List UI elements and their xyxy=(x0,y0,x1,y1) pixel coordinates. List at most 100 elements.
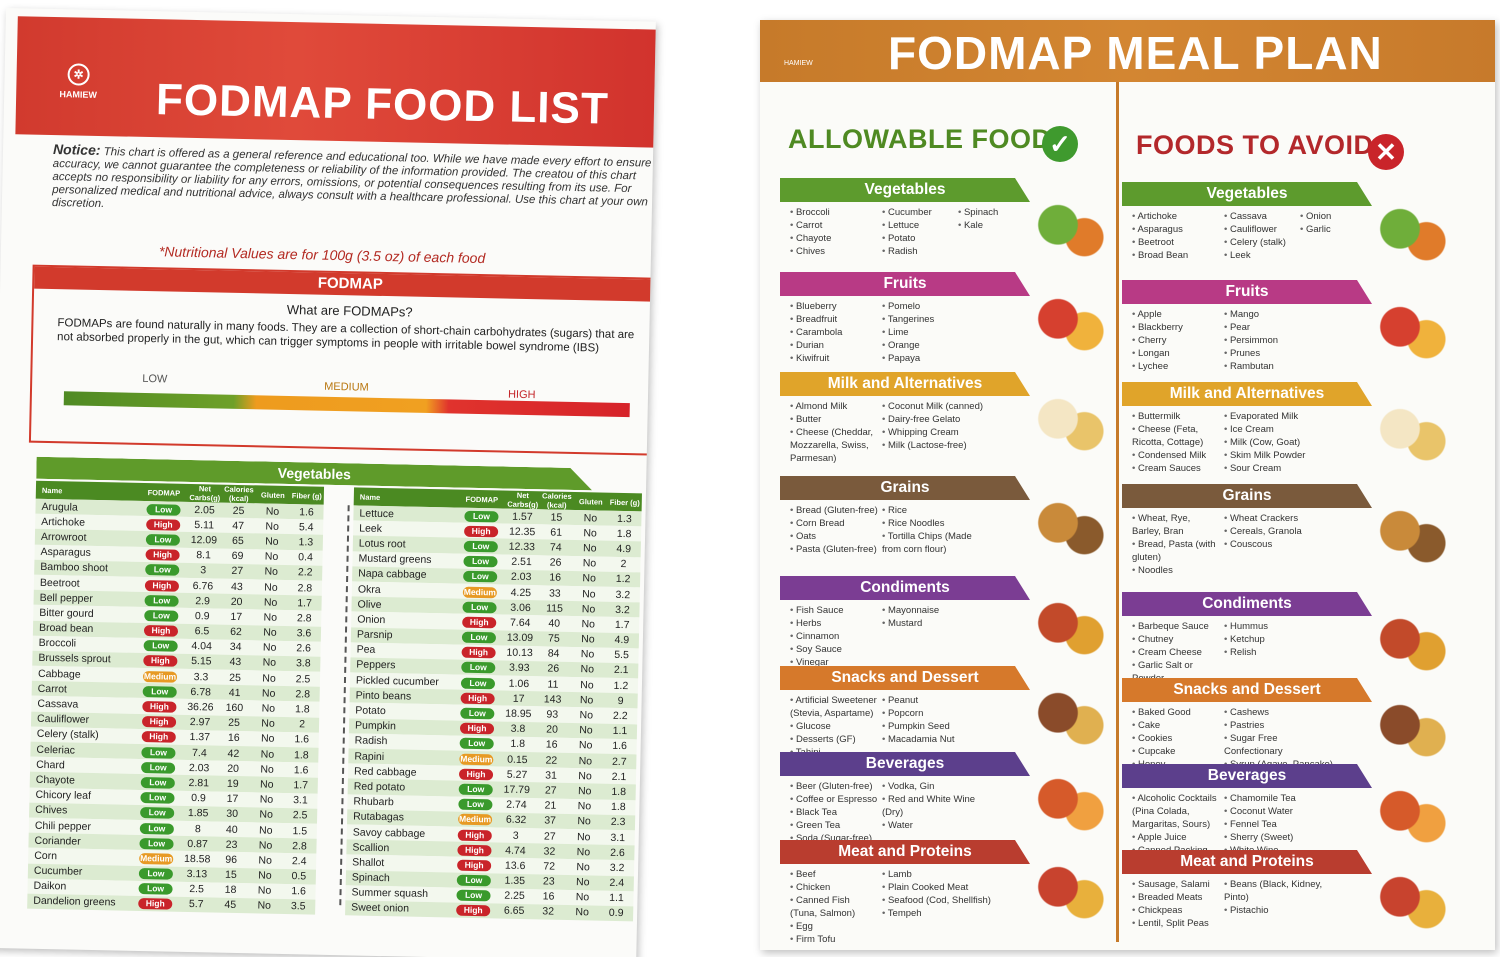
table-cell: 2.8 xyxy=(292,839,307,853)
fodmap-badge: High xyxy=(462,616,497,629)
table-cell: 4.9 xyxy=(614,633,630,647)
food-item: Mango xyxy=(1224,308,1334,321)
fodmap-badge: Low xyxy=(139,837,174,850)
food-item: Leek xyxy=(1224,249,1334,262)
foods-to-avoid-title: FOODS TO AVOID xyxy=(1136,130,1374,160)
table-cell: Rapini xyxy=(354,750,385,763)
table-cell: 3.13 xyxy=(186,868,208,881)
table-cell: No xyxy=(578,739,593,752)
table-cell: Scallion xyxy=(352,841,390,854)
table-cell: No xyxy=(575,891,590,904)
fodmap-badge: Low xyxy=(141,761,176,774)
table-cell: No xyxy=(260,763,274,776)
food-item: Garlic xyxy=(1300,223,1410,236)
table-cell: 3 xyxy=(200,564,207,577)
table-cell: Chard xyxy=(36,758,65,772)
table-cell: 1.35 xyxy=(504,874,526,888)
fodmap-badge: Low xyxy=(460,677,496,690)
fodmap-cell: Low xyxy=(137,609,185,622)
table-cell: No xyxy=(579,694,594,707)
column-header: Name xyxy=(359,492,381,502)
table-cell: 12.33 xyxy=(508,540,536,554)
food-item: Corn Bread xyxy=(790,517,878,530)
fodmap-cell: Low xyxy=(132,837,180,850)
table-cell: 5.4 xyxy=(298,521,314,534)
table-cell: Daikon xyxy=(33,880,67,893)
section-header-meat-and-proteins: Meat and Proteins xyxy=(780,840,1030,864)
table-cell: 75 xyxy=(547,632,560,645)
table-cell: No xyxy=(261,702,276,715)
fodmap-badge: Low xyxy=(463,571,498,583)
fodmap-cell: High xyxy=(136,654,184,668)
table-cell: No xyxy=(263,596,278,609)
fodmap-badge: Low xyxy=(140,776,175,789)
fodmap-badge: Low xyxy=(138,883,173,895)
section-header-grains: Grains xyxy=(1122,484,1372,508)
x-icon: ✕ xyxy=(1368,134,1404,170)
food-item: Celery (stalk) xyxy=(1224,236,1334,249)
food-item: Black Tea xyxy=(790,806,878,819)
table-cell: Corn xyxy=(34,849,58,863)
table-cell: Pinto beans xyxy=(355,689,412,703)
food-item: Lentil, Split Peas xyxy=(1132,917,1220,930)
food-item: Ketchup xyxy=(1224,633,1334,646)
table-cell: 4.74 xyxy=(505,844,526,857)
fodmap-cell: Low xyxy=(136,685,184,698)
food-item: Couscous xyxy=(1224,538,1334,551)
food-item: Persimmon xyxy=(1224,334,1334,347)
table-cell: No xyxy=(265,535,279,548)
fodmap-badge: Low xyxy=(461,662,496,674)
food-item: Apple Juice xyxy=(1132,831,1220,844)
food-illustration xyxy=(1030,774,1110,836)
food-illustration xyxy=(1372,404,1452,466)
table-cell: No xyxy=(581,618,596,631)
table-cell: No xyxy=(260,748,275,761)
section-header-beverages: Beverages xyxy=(780,752,1030,776)
table-cell: No xyxy=(581,602,596,616)
allowable-food-title: ALLOWABLE FOOD xyxy=(788,124,1052,154)
fodmap-badge: High xyxy=(144,579,180,592)
table-cell: No xyxy=(578,754,593,768)
food-item: Rice xyxy=(882,504,992,517)
meal-plan-brand: HAMIEW xyxy=(784,60,813,67)
fodmap-cell: Low xyxy=(449,889,497,902)
food-item: Tempeh xyxy=(882,907,992,920)
food-item: Red and White Wine (Dry) xyxy=(882,793,992,819)
table-cell: 16 xyxy=(227,732,240,745)
table-cell: 3.06 xyxy=(510,601,531,614)
table-cell: Celery (stalk) xyxy=(36,728,99,742)
food-item: Orange xyxy=(882,339,992,352)
food-item: Baked Good xyxy=(1132,706,1220,719)
table-cell: 9 xyxy=(617,694,624,707)
fodmap-badge: High xyxy=(141,716,177,728)
food-illustration xyxy=(1030,200,1110,262)
table-cell: Pumpkin xyxy=(354,719,397,733)
table-cell: 0.9 xyxy=(608,907,624,920)
table-cell: 7.64 xyxy=(509,616,531,630)
fodmap-cell: Low xyxy=(453,707,501,720)
table-cell: 32 xyxy=(543,845,556,858)
table-cell: 3.8 xyxy=(295,657,311,670)
fodmap-badge: High xyxy=(143,625,179,637)
food-list-sheet: ✲ HAMIEW FODMAP FOOD LIST Notice: This c… xyxy=(0,8,656,957)
food-illustration xyxy=(1372,786,1452,848)
table-cell: 6.5 xyxy=(194,625,210,638)
fodmap-cell: High xyxy=(135,715,183,728)
fodmap-badge: High xyxy=(145,549,180,561)
food-item: Mayonnaise xyxy=(882,604,992,617)
table-cell: 17 xyxy=(230,610,243,623)
table-cell: 16 xyxy=(549,571,562,585)
fodmap-badge: Low xyxy=(458,798,493,811)
table-cell: 18.58 xyxy=(183,852,211,866)
table-cell: 7.4 xyxy=(192,746,207,759)
column-header: Gluten xyxy=(260,489,285,500)
food-item: Potato xyxy=(882,232,992,245)
table-cell: Rutabagas xyxy=(353,810,405,824)
food-item: Milk (Cow, Goat) xyxy=(1224,436,1334,449)
table-cell: No xyxy=(580,648,595,661)
food-item: Soy Sauce xyxy=(790,643,878,656)
table-cell: 6.32 xyxy=(505,813,527,827)
table-cell: 1.8 xyxy=(610,801,626,814)
table-cell: Potato xyxy=(355,704,386,718)
table-cell: Napa cabbage xyxy=(358,567,427,582)
